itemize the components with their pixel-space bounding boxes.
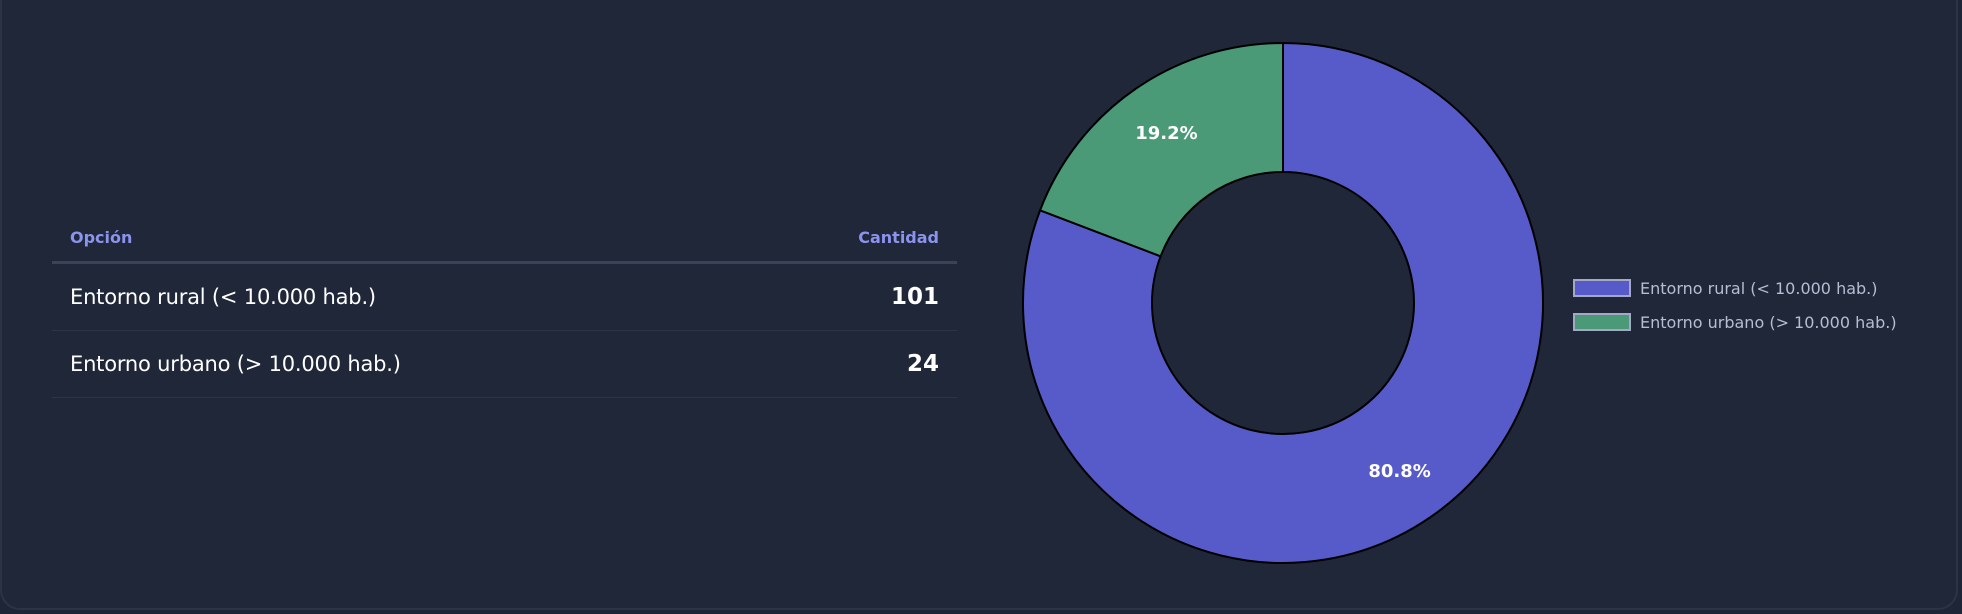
table-row: Entorno rural (< 10.000 hab.) 101 (52, 264, 957, 331)
donut-slice (1038, 41, 1284, 258)
donut-slice (1022, 41, 1544, 564)
slice-percent-label: 80.8% (1368, 461, 1430, 482)
table-header: Opción Cantidad (52, 214, 957, 264)
header-option: Opción (70, 228, 133, 247)
row-count: 101 (890, 284, 939, 310)
data-table: Opción Cantidad Entorno rural (< 10.000 … (52, 214, 957, 398)
legend-swatch (1573, 279, 1631, 297)
chart-legend: Entorno rural (< 10.000 hab.) Entorno urb… (1573, 271, 1897, 339)
legend-swatch (1573, 313, 1631, 331)
legend-item[interactable]: Entorno urbano (> 10.000 hab.) (1573, 305, 1897, 339)
header-count: Cantidad (858, 228, 939, 247)
slice-percent-label: 19.2% (1135, 123, 1197, 144)
row-label: Entorno rural (< 10.000 hab.) (70, 285, 376, 309)
table-row: Entorno urbano (> 10.000 hab.) 24 (52, 331, 957, 398)
legend-label: Entorno rural (< 10.000 hab.) (1640, 278, 1878, 298)
legend-label: Entorno urbano (> 10.000 hab.) (1640, 312, 1897, 332)
legend-item[interactable]: Entorno rural (< 10.000 hab.) (1573, 271, 1897, 305)
donut-chart: 80.8% 19.2% (1022, 41, 1544, 564)
row-label: Entorno urbano (> 10.000 hab.) (70, 352, 401, 376)
row-count: 24 (906, 351, 939, 377)
